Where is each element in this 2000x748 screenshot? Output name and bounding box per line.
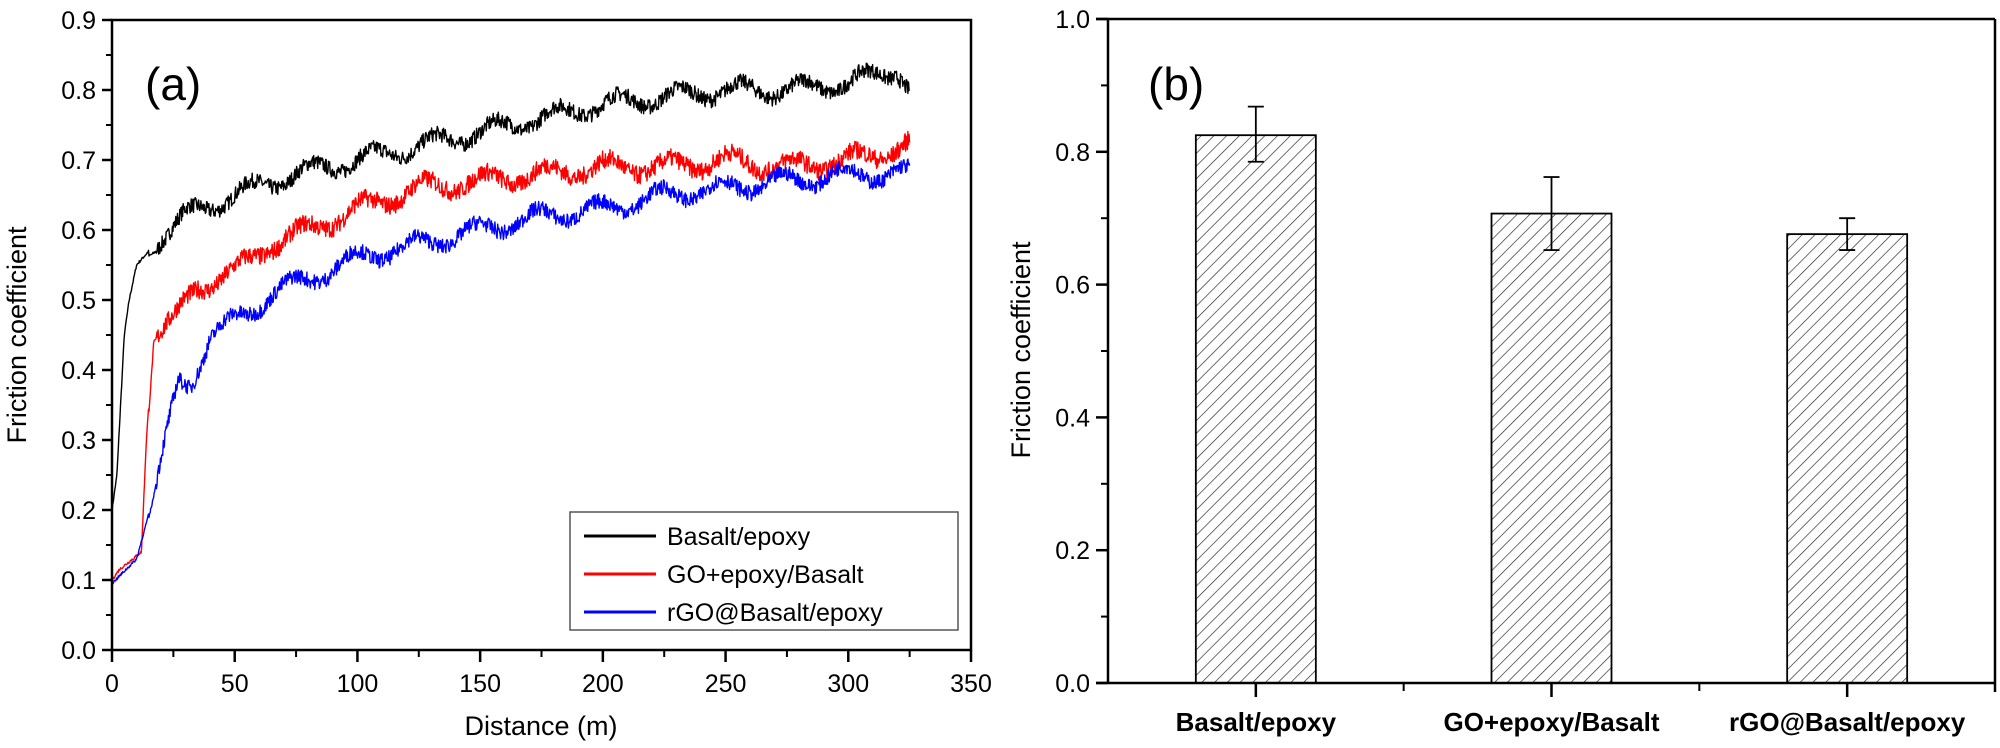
y-tick-label: 0.4: [1055, 404, 1090, 432]
y-tick-label: 0.7: [61, 147, 96, 175]
x-axis-title: Distance (m): [464, 711, 617, 741]
x-tick-label: 350: [950, 670, 992, 698]
panel-a-label: (a): [145, 58, 201, 110]
y-tick-label: 0.4: [61, 357, 96, 385]
bars: [1194, 105, 1909, 684]
y-tick-label: 0.1: [61, 567, 96, 595]
x-tick-label: 250: [705, 670, 747, 698]
x-category-label: rGO@Basalt/epoxy: [1729, 707, 1966, 737]
y-tick-label: 0.2: [1055, 537, 1090, 565]
legend-box: [569, 511, 959, 631]
y-tick-label: 0.0: [61, 637, 96, 665]
legend-label: GO+epoxy/Basalt: [667, 561, 864, 589]
panel-b-bar-chart: (b) 0.0 0.2 0.4 0.6 0.8 1.0 Basalt/epoxy GO+ep…: [1006, 6, 1997, 737]
x-tick-label: 100: [337, 670, 379, 698]
y-tick-label: 0.9: [61, 7, 96, 35]
bar-rgo-basalt-epoxy: [1786, 233, 1909, 684]
panel-a-line-chart: (a) 0.0 0.1 0.2 0.3 0.4 0.5 0.6 0.7 0.8 0.9 0 50 10…: [2, 7, 992, 741]
y-tick-label: 0.8: [1055, 139, 1090, 167]
y-tick-label: 0.5: [61, 287, 96, 315]
y-tick-label: 0.0: [1055, 670, 1090, 698]
y-tick-label: 0.8: [61, 77, 96, 105]
x-tick-label: 0: [105, 670, 119, 698]
y-axis: 0.0 0.2 0.4 0.6 0.8 1.0: [1055, 6, 1108, 698]
series-line-basalt-epoxy: [111, 62, 910, 512]
bar-basalt-epoxy: [1194, 134, 1317, 684]
x-tick-label: 50: [221, 670, 249, 698]
x-tick-label: 200: [582, 670, 624, 698]
x-category-label: GO+epoxy/Basalt: [1443, 707, 1659, 737]
panel-b-label: (b): [1148, 58, 1204, 110]
y-tick-label: 0.6: [61, 217, 96, 245]
bar-go-epoxy-basalt: [1490, 212, 1613, 684]
x-axis: Basalt/epoxy GO+epoxy/Basalt rGO@Basalt/ep…: [1176, 683, 1966, 737]
x-tick-label: 150: [459, 670, 501, 698]
series-lines: [111, 62, 911, 585]
x-axis: 0 50 100 150 200 250 300 350: [105, 650, 992, 698]
legend: Basalt/epoxy GO+epoxy/Basalt rGO@Basalt/ep…: [569, 511, 959, 631]
legend-label: rGO@Basalt/epoxy: [667, 599, 883, 627]
x-category-label: Basalt/epoxy: [1176, 707, 1337, 737]
y-axis-title: Friction coefficient: [2, 226, 32, 444]
y-tick-label: 0.6: [1055, 272, 1090, 300]
y-tick-label: 0.3: [61, 427, 96, 455]
y-tick-label: 1.0: [1055, 6, 1090, 34]
legend-label: Basalt/epoxy: [667, 523, 811, 551]
y-axis: 0.0 0.1 0.2 0.3 0.4 0.5 0.6 0.7 0.8 0.9: [61, 7, 112, 665]
series-line-rgo-basalt-epoxy: [111, 158, 911, 585]
y-tick-label: 0.2: [61, 497, 96, 525]
y-axis-title: Friction coefficient: [1006, 241, 1036, 459]
x-tick-label: 300: [827, 670, 869, 698]
